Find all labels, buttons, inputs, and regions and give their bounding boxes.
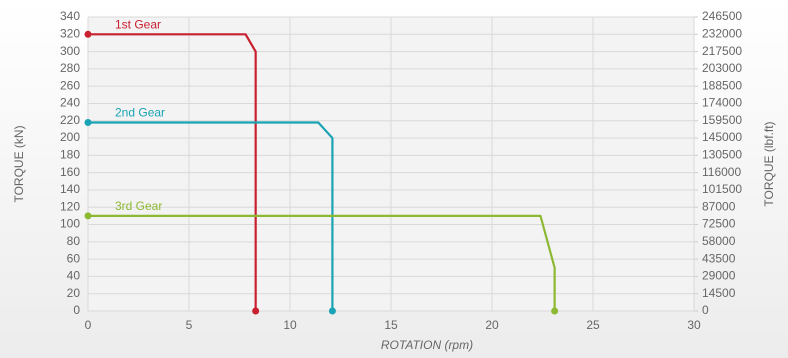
y-tick-label: 80 — [67, 234, 81, 248]
y2-tick-label: 14500 — [702, 286, 736, 300]
y2-tick-label: 232000 — [702, 26, 742, 40]
y-tick-label: 220 — [60, 113, 80, 127]
y-tick-label: 160 — [60, 165, 80, 179]
y2-tick-label: 29000 — [702, 269, 736, 283]
y-tick-label: 0 — [73, 303, 80, 317]
y-tick-label: 300 — [60, 44, 80, 58]
y-tick-label: 20 — [67, 286, 81, 300]
series-marker — [84, 30, 92, 38]
y2-tick-label: 0 — [702, 303, 709, 317]
y2-tick-label: 159500 — [702, 113, 742, 127]
y2-tick-label: 174000 — [702, 96, 742, 110]
series-label: 1st Gear — [115, 17, 161, 31]
y-tick-label: 320 — [60, 26, 80, 40]
x-tick-label: 30 — [687, 318, 701, 332]
series-marker — [328, 307, 336, 315]
y2-tick-label: 145000 — [702, 130, 742, 144]
y2-tick-label: 58000 — [702, 234, 736, 248]
series-line — [88, 121, 334, 311]
series-marker — [252, 307, 260, 315]
y2-tick-label: 130500 — [702, 148, 742, 162]
y2-tick-label: 72500 — [702, 217, 736, 231]
y2-tick-label: 188500 — [702, 78, 742, 92]
y-tick-label: 140 — [60, 182, 80, 196]
x-tick-label: 10 — [283, 318, 297, 332]
y2-tick-label: 116000 — [702, 165, 741, 179]
series-label: 3rd Gear — [115, 199, 162, 213]
y-tick-label: 100 — [60, 217, 80, 231]
series-line — [88, 33, 257, 311]
y2-tick-label: 43500 — [702, 251, 736, 265]
x-tick-label: 20 — [485, 318, 499, 332]
y-tick-label: 280 — [60, 61, 80, 75]
series-marker — [551, 307, 559, 315]
y2-tick-label: 87000 — [702, 199, 736, 213]
y-tick-label: 60 — [67, 251, 81, 265]
y2-tick-label: 217500 — [702, 44, 742, 58]
series-label: 2nd Gear — [115, 106, 165, 120]
x-tick-label: 15 — [384, 318, 398, 332]
x-tick-label: 25 — [586, 318, 600, 332]
y-tick-label: 200 — [60, 130, 80, 144]
y-tick-label: 40 — [67, 269, 81, 283]
x-axis-label: ROTATION (rpm) — [381, 338, 473, 352]
y2-axis-label: TORQUE (lbf.ft) — [762, 121, 776, 206]
y2-tick-label: 101500 — [702, 182, 742, 196]
x-tick-label: 0 — [85, 318, 92, 332]
series-marker — [84, 118, 92, 126]
y-tick-label: 120 — [60, 199, 80, 213]
y2-tick-label: 203000 — [702, 61, 742, 75]
series-marker — [84, 212, 92, 220]
y2-tick-label: 246500 — [702, 9, 742, 23]
y-tick-label: 260 — [60, 78, 80, 92]
x-tick-label: 5 — [186, 318, 193, 332]
y-tick-label: 340 — [60, 9, 80, 23]
y-tick-label: 180 — [60, 148, 80, 162]
y-tick-label: 240 — [60, 96, 80, 110]
series-line — [88, 214, 556, 311]
y-axis-label: TORQUE (kN) — [12, 125, 26, 202]
